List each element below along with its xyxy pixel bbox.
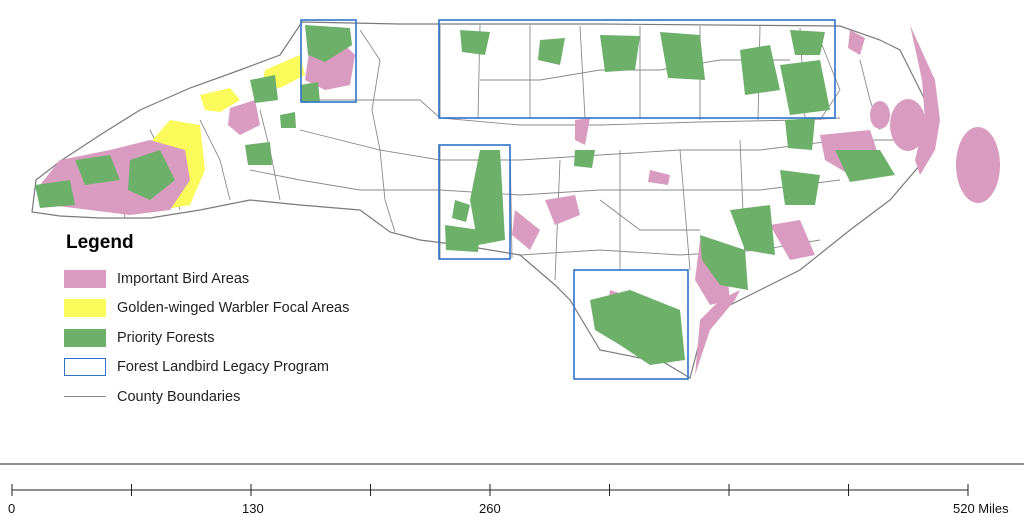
legend: Legend Important Bird Areas Golden-winge… bbox=[64, 232, 349, 412]
legend-label: Forest Landbird Legacy Program bbox=[117, 359, 329, 376]
legend-item-forest-landbird-legacy: Forest Landbird Legacy Program bbox=[64, 353, 349, 383]
legacy-area-northwest bbox=[300, 19, 357, 103]
legend-item-county-boundaries: County Boundaries bbox=[64, 382, 349, 412]
scale-bar bbox=[0, 463, 1024, 496]
scale-label-260: 260 bbox=[479, 501, 501, 516]
legend-title: Legend bbox=[66, 232, 134, 253]
legend-label: Golden-winged Warbler Focal Areas bbox=[117, 300, 350, 317]
legend-item-golden-winged-warbler: Golden-winged Warbler Focal Areas bbox=[64, 294, 349, 324]
legend-item-important-bird-areas: Important Bird Areas bbox=[64, 264, 349, 294]
scale-ticks bbox=[11, 484, 969, 496]
legend-swatch-important-bird-areas bbox=[64, 269, 106, 288]
legend-swatch-forest-landbird-legacy bbox=[64, 358, 106, 377]
legacy-area-north bbox=[438, 19, 836, 119]
legend-label: Important Bird Areas bbox=[117, 270, 250, 287]
priority-forests bbox=[35, 25, 895, 365]
legend-label: County Boundaries bbox=[117, 388, 241, 405]
legend-label: Priority Forests bbox=[117, 329, 215, 346]
scale-label-0: 0 bbox=[8, 501, 16, 516]
legend-swatch-golden-winged-warbler bbox=[64, 299, 106, 318]
legend-item-priority-forests: Priority Forests bbox=[64, 323, 349, 353]
scale-label-130: 130 bbox=[242, 501, 264, 516]
legend-swatch-priority-forests bbox=[64, 328, 106, 347]
legacy-area-south bbox=[573, 269, 689, 380]
forest-landbird-legacy-program-areas bbox=[300, 19, 836, 380]
legend-swatch-county-boundaries bbox=[64, 396, 106, 398]
legacy-area-central bbox=[438, 144, 511, 260]
scale-label-520-miles: 520 Miles bbox=[953, 501, 1009, 516]
